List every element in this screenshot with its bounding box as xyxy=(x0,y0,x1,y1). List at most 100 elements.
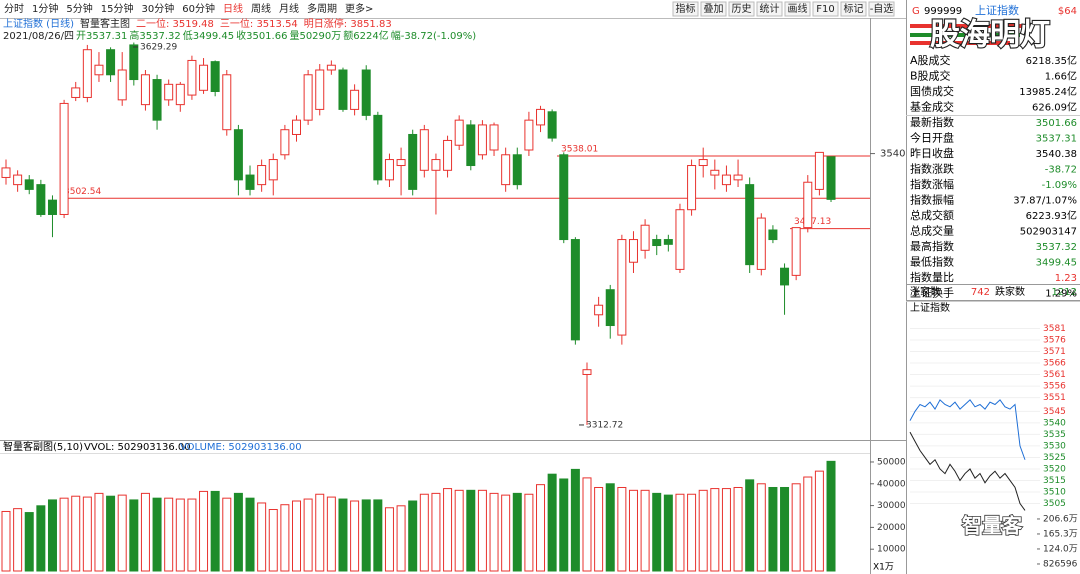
quote-value: 626.09亿 xyxy=(1032,101,1077,114)
candle-body xyxy=(570,239,580,341)
candle-body xyxy=(652,239,662,247)
candle-body xyxy=(698,159,708,167)
tool-button[interactable] xyxy=(812,1,839,17)
volume-bar xyxy=(117,494,127,572)
tool-button[interactable] xyxy=(756,1,783,17)
volume-bar xyxy=(640,489,650,572)
quote-value: 1.23 xyxy=(1055,273,1077,284)
volume-bar xyxy=(501,494,511,572)
volume-bar xyxy=(524,493,534,572)
tool-label[interactable]: 统计 xyxy=(760,2,780,15)
breadth-label: 跌家数 xyxy=(995,285,1025,298)
volume-bar xyxy=(605,483,615,572)
y-tick-label: 3561 xyxy=(1043,370,1066,380)
volume-bar xyxy=(210,490,220,572)
candle-body xyxy=(559,154,569,241)
candle-body xyxy=(71,87,81,98)
volume-bar xyxy=(292,500,301,572)
quote-label: 上证换手 xyxy=(910,286,954,300)
candle-body xyxy=(663,239,673,245)
y-tick-label: 3571 xyxy=(1043,347,1066,357)
candle-body xyxy=(106,49,116,76)
period-tab[interactable]: 30分钟 xyxy=(141,2,174,15)
candle-body xyxy=(710,169,720,176)
header-text: 上证指数 (日线) xyxy=(3,17,74,30)
candle-body xyxy=(326,64,336,71)
period-tab[interactable]: 周线 xyxy=(251,2,271,15)
period-tab[interactable]: 月线 xyxy=(279,2,299,15)
y-tick-label: 3581 xyxy=(1043,324,1066,334)
watermark: 智量客 xyxy=(962,514,1023,538)
tool-button[interactable] xyxy=(728,1,755,17)
volume-bar xyxy=(175,498,185,572)
volume-bar xyxy=(1,510,11,572)
candle-body xyxy=(47,199,57,215)
candle-body xyxy=(756,217,766,270)
y-tick-label: 3530 xyxy=(1043,441,1066,451)
candle-body xyxy=(175,83,185,106)
y-tick-label: 3515 xyxy=(1043,476,1066,486)
quote-label: 最高指数 xyxy=(910,239,954,253)
volume-bar xyxy=(745,479,755,572)
candle-body xyxy=(361,69,371,116)
period-tab[interactable]: 日线 xyxy=(223,2,243,15)
volume-bar xyxy=(13,508,23,572)
quote-value: 3499.45 xyxy=(1036,258,1077,269)
ask-bar xyxy=(910,33,1020,37)
breadth-value: 742 xyxy=(971,287,990,298)
tool-button[interactable] xyxy=(784,1,811,17)
volume-bar xyxy=(419,493,429,572)
bid-bar xyxy=(910,41,1010,45)
volume-bar xyxy=(222,497,232,572)
tool-button[interactable] xyxy=(840,1,867,17)
candle-body xyxy=(721,174,731,186)
volume-bar xyxy=(780,486,790,572)
tool-label[interactable]: 指标 xyxy=(676,2,696,15)
period-tab[interactable]: 分时 xyxy=(4,3,24,15)
period-tab[interactable]: 15分钟 xyxy=(101,2,134,15)
quote-value: 3540.38 xyxy=(1036,149,1077,160)
period-tab[interactable]: 60分钟 xyxy=(182,2,215,15)
candle-body xyxy=(745,184,755,266)
candle-body xyxy=(594,304,604,316)
candle-body xyxy=(13,174,23,186)
period-tab[interactable]: 1分钟 xyxy=(32,2,58,15)
candle-body xyxy=(431,159,441,171)
tool-button[interactable] xyxy=(672,1,699,17)
candle-body xyxy=(315,69,325,110)
candle-body xyxy=(419,129,429,171)
candle-body xyxy=(687,165,697,211)
candle-body xyxy=(303,74,313,121)
tool-label[interactable]: -自选 xyxy=(870,2,894,15)
quote-label: 指数涨跌 xyxy=(910,162,954,176)
candle-body xyxy=(187,59,197,96)
y-tick-label: 40000 xyxy=(877,479,906,489)
volume-bar xyxy=(396,505,406,572)
watermark: 股海明灯 xyxy=(930,18,1050,53)
volume-bar xyxy=(570,468,580,572)
period-tab[interactable]: 更多> xyxy=(345,2,373,15)
y2-tick-label: 124.0万 xyxy=(1043,544,1078,554)
period-tab[interactable]: 5分钟 xyxy=(66,2,92,15)
tool-label[interactable]: 历史 xyxy=(732,3,752,15)
candle-body xyxy=(152,79,162,121)
tool-button[interactable] xyxy=(868,1,895,17)
tool-label[interactable]: 画线 xyxy=(788,2,808,15)
annotation-label: 3312.72 xyxy=(586,420,623,430)
name: 上证指数 xyxy=(975,3,1019,17)
y-tick-label: 50000 xyxy=(877,457,906,467)
candle-body xyxy=(338,69,348,110)
price-line-label: 3538.01 xyxy=(561,144,598,154)
volume-bar xyxy=(710,488,720,572)
y-tick-label: 3556 xyxy=(1043,382,1066,392)
candle-body xyxy=(396,159,406,167)
period-tab[interactable]: 多周期 xyxy=(307,2,337,15)
tool-button[interactable] xyxy=(700,1,727,17)
volume-bar xyxy=(47,499,57,572)
tool-label[interactable]: 叠加 xyxy=(704,3,724,15)
volume-bar xyxy=(106,495,116,572)
header-text: 低3499.45 xyxy=(183,29,234,42)
tool-label[interactable]: 标记 xyxy=(844,3,864,15)
tool-label[interactable]: F10 xyxy=(816,4,834,15)
y2-tick-label: 206.6万 xyxy=(1043,514,1078,524)
